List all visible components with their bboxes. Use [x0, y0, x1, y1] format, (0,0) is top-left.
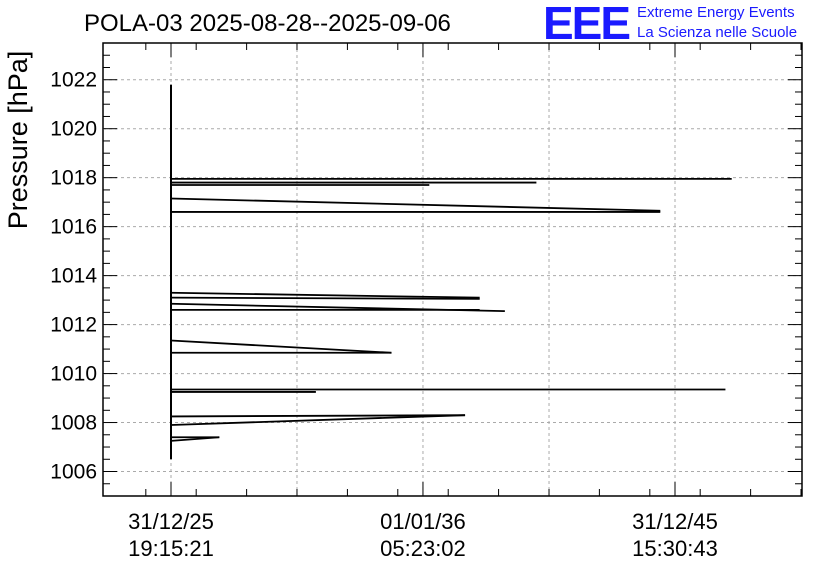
y-tick-label: 1022	[50, 69, 97, 92]
x-tick-time-label: 15:30:43	[632, 536, 718, 561]
data-segment	[170, 296, 480, 300]
data-segment	[170, 436, 220, 442]
data-segment	[170, 414, 466, 426]
logo-subtitle-2: La Scienza nelle Scuole	[637, 24, 798, 41]
x-tick-date-label: 31/12/45	[632, 509, 718, 534]
chart-title: POLA-03 2025-08-28--2025-09-06	[84, 10, 451, 37]
x-tick-time-label: 05:23:02	[380, 536, 466, 561]
logo-subtitle-1: Extreme Energy Events	[637, 4, 795, 21]
y-tick-label: 1016	[50, 216, 97, 239]
eee-logo: EEE	[543, 0, 631, 49]
x-tick-date-label: 01/01/36	[380, 509, 466, 534]
plot-frame	[102, 42, 803, 497]
data-segment	[170, 414, 466, 418]
y-tick-label: 1020	[50, 118, 97, 141]
y-tick-label: 1008	[50, 412, 97, 435]
data-segment	[170, 291, 480, 299]
y-axis-label: Pressure [hPa]	[3, 51, 33, 230]
data-segment	[170, 339, 392, 354]
y-tick-label: 1010	[50, 363, 97, 386]
y-tick-label: 1014	[50, 265, 97, 288]
y-tick-label: 1018	[50, 167, 97, 190]
x-tick-date-label: 31/12/25	[128, 509, 214, 534]
x-tick-time-label: 19:15:21	[128, 536, 214, 561]
y-tick-label: 1006	[50, 461, 97, 484]
y-tick-label: 1012	[50, 314, 97, 337]
data-segment	[170, 197, 661, 212]
